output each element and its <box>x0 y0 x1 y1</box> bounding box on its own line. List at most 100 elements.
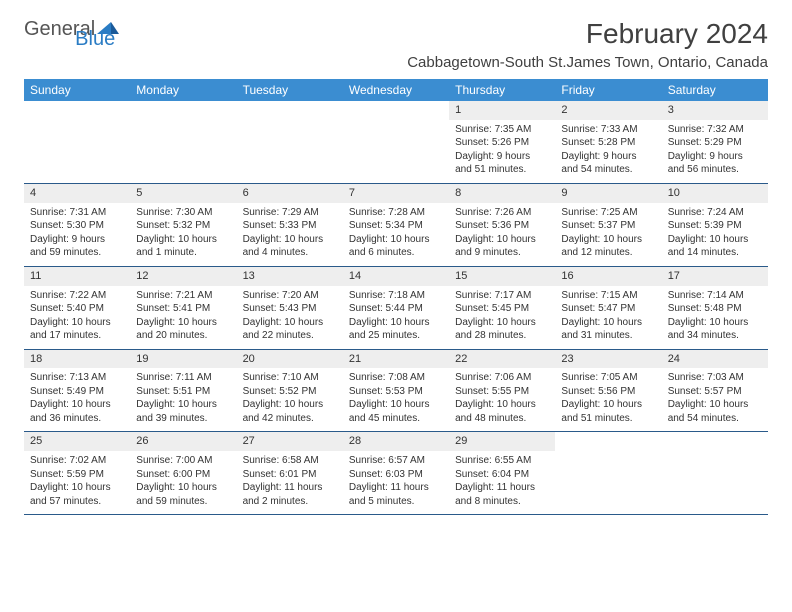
week-row: 1Sunrise: 7:35 AMSunset: 5:26 PMDaylight… <box>24 101 768 183</box>
day-content: Sunrise: 7:14 AMSunset: 5:48 PMDaylight:… <box>662 286 768 349</box>
sunrise-text: Sunrise: 7:13 AM <box>30 371 124 385</box>
daylight-text-2: and 12 minutes. <box>561 246 655 260</box>
day-cell: 29Sunrise: 6:55 AMSunset: 6:04 PMDayligh… <box>449 432 555 515</box>
day-number: 22 <box>449 350 555 369</box>
day-cell: 16Sunrise: 7:15 AMSunset: 5:47 PMDayligh… <box>555 266 661 349</box>
day-content: Sunrise: 7:20 AMSunset: 5:43 PMDaylight:… <box>237 286 343 349</box>
day-cell: 4Sunrise: 7:31 AMSunset: 5:30 PMDaylight… <box>24 183 130 266</box>
daylight-text-2: and 51 minutes. <box>561 412 655 426</box>
daylight-text-1: Daylight: 11 hours <box>243 481 337 495</box>
day-header-row: SundayMondayTuesdayWednesdayThursdayFrid… <box>24 79 768 101</box>
daylight-text-2: and 28 minutes. <box>455 329 549 343</box>
daylight-text-2: and 25 minutes. <box>349 329 443 343</box>
location: Cabbagetown-South St.James Town, Ontario… <box>24 54 768 71</box>
day-content: Sunrise: 7:33 AMSunset: 5:28 PMDaylight:… <box>555 120 661 183</box>
day-content: Sunrise: 6:57 AMSunset: 6:03 PMDaylight:… <box>343 451 449 514</box>
daylight-text-2: and 51 minutes. <box>455 163 549 177</box>
day-cell <box>237 101 343 183</box>
day-content: Sunrise: 7:06 AMSunset: 5:55 PMDaylight:… <box>449 368 555 431</box>
day-cell: 2Sunrise: 7:33 AMSunset: 5:28 PMDaylight… <box>555 101 661 183</box>
day-content: Sunrise: 7:10 AMSunset: 5:52 PMDaylight:… <box>237 368 343 431</box>
daylight-text-1: Daylight: 9 hours <box>455 150 549 164</box>
daylight-text-2: and 56 minutes. <box>668 163 762 177</box>
daylight-text-1: Daylight: 10 hours <box>136 233 230 247</box>
logo-text-blue: Blue <box>75 28 115 50</box>
day-number: 16 <box>555 267 661 286</box>
daylight-text-2: and 54 minutes. <box>668 412 762 426</box>
day-cell: 20Sunrise: 7:10 AMSunset: 5:52 PMDayligh… <box>237 349 343 432</box>
sunrise-text: Sunrise: 6:55 AM <box>455 454 549 468</box>
day-content: Sunrise: 7:26 AMSunset: 5:36 PMDaylight:… <box>449 203 555 266</box>
sunset-text: Sunset: 5:59 PM <box>30 468 124 482</box>
day-cell <box>130 101 236 183</box>
sunrise-text: Sunrise: 7:00 AM <box>136 454 230 468</box>
day-cell <box>555 432 661 515</box>
day-content: Sunrise: 7:00 AMSunset: 6:00 PMDaylight:… <box>130 451 236 514</box>
calendar-body: 1Sunrise: 7:35 AMSunset: 5:26 PMDaylight… <box>24 101 768 515</box>
sunset-text: Sunset: 6:04 PM <box>455 468 549 482</box>
daylight-text-1: Daylight: 10 hours <box>136 316 230 330</box>
sunset-text: Sunset: 6:03 PM <box>349 468 443 482</box>
sunrise-text: Sunrise: 7:32 AM <box>668 123 762 137</box>
day-cell: 12Sunrise: 7:21 AMSunset: 5:41 PMDayligh… <box>130 266 236 349</box>
day-content: Sunrise: 7:28 AMSunset: 5:34 PMDaylight:… <box>343 203 449 266</box>
daylight-text-1: Daylight: 10 hours <box>30 316 124 330</box>
day-content: Sunrise: 7:11 AMSunset: 5:51 PMDaylight:… <box>130 368 236 431</box>
sunrise-text: Sunrise: 7:10 AM <box>243 371 337 385</box>
page-title: February 2024 <box>586 18 768 50</box>
daylight-text-1: Daylight: 10 hours <box>136 481 230 495</box>
day-number: 9 <box>555 184 661 203</box>
day-content: Sunrise: 7:08 AMSunset: 5:53 PMDaylight:… <box>343 368 449 431</box>
day-number: 26 <box>130 432 236 451</box>
sunrise-text: Sunrise: 7:14 AM <box>668 289 762 303</box>
calendar-table: SundayMondayTuesdayWednesdayThursdayFrid… <box>24 79 768 515</box>
sunset-text: Sunset: 5:32 PM <box>136 219 230 233</box>
sunset-text: Sunset: 5:56 PM <box>561 385 655 399</box>
day-cell: 11Sunrise: 7:22 AMSunset: 5:40 PMDayligh… <box>24 266 130 349</box>
daylight-text-1: Daylight: 10 hours <box>349 233 443 247</box>
day-content: Sunrise: 7:13 AMSunset: 5:49 PMDaylight:… <box>24 368 130 431</box>
daylight-text-1: Daylight: 10 hours <box>30 481 124 495</box>
day-cell: 9Sunrise: 7:25 AMSunset: 5:37 PMDaylight… <box>555 183 661 266</box>
sunset-text: Sunset: 5:55 PM <box>455 385 549 399</box>
daylight-text-1: Daylight: 9 hours <box>561 150 655 164</box>
day-content: Sunrise: 7:02 AMSunset: 5:59 PMDaylight:… <box>24 451 130 514</box>
day-header-saturday: Saturday <box>662 79 768 101</box>
daylight-text-1: Daylight: 10 hours <box>455 398 549 412</box>
daylight-text-2: and 59 minutes. <box>30 246 124 260</box>
sunrise-text: Sunrise: 6:57 AM <box>349 454 443 468</box>
day-number: 29 <box>449 432 555 451</box>
daylight-text-2: and 36 minutes. <box>30 412 124 426</box>
day-number: 25 <box>24 432 130 451</box>
daylight-text-2: and 14 minutes. <box>668 246 762 260</box>
day-number: 14 <box>343 267 449 286</box>
daylight-text-2: and 48 minutes. <box>455 412 549 426</box>
daylight-text-2: and 5 minutes. <box>349 495 443 509</box>
sunset-text: Sunset: 5:39 PM <box>668 219 762 233</box>
day-number: 8 <box>449 184 555 203</box>
day-number: 15 <box>449 267 555 286</box>
day-cell: 1Sunrise: 7:35 AMSunset: 5:26 PMDaylight… <box>449 101 555 183</box>
sunset-text: Sunset: 5:45 PM <box>455 302 549 316</box>
week-row: 25Sunrise: 7:02 AMSunset: 5:59 PMDayligh… <box>24 432 768 515</box>
day-content: Sunrise: 7:21 AMSunset: 5:41 PMDaylight:… <box>130 286 236 349</box>
day-cell: 25Sunrise: 7:02 AMSunset: 5:59 PMDayligh… <box>24 432 130 515</box>
day-content: Sunrise: 7:25 AMSunset: 5:37 PMDaylight:… <box>555 203 661 266</box>
day-content: Sunrise: 7:22 AMSunset: 5:40 PMDaylight:… <box>24 286 130 349</box>
daylight-text-2: and 39 minutes. <box>136 412 230 426</box>
daylight-text-1: Daylight: 10 hours <box>561 233 655 247</box>
day-header-friday: Friday <box>555 79 661 101</box>
day-content: Sunrise: 7:24 AMSunset: 5:39 PMDaylight:… <box>662 203 768 266</box>
day-content: Sunrise: 7:32 AMSunset: 5:29 PMDaylight:… <box>662 120 768 183</box>
daylight-text-1: Daylight: 9 hours <box>668 150 762 164</box>
sunset-text: Sunset: 5:26 PM <box>455 136 549 150</box>
sunrise-text: Sunrise: 7:11 AM <box>136 371 230 385</box>
daylight-text-1: Daylight: 10 hours <box>561 398 655 412</box>
daylight-text-2: and 8 minutes. <box>455 495 549 509</box>
sunset-text: Sunset: 5:29 PM <box>668 136 762 150</box>
sunrise-text: Sunrise: 7:26 AM <box>455 206 549 220</box>
daylight-text-1: Daylight: 10 hours <box>349 398 443 412</box>
sunset-text: Sunset: 5:33 PM <box>243 219 337 233</box>
sunset-text: Sunset: 5:37 PM <box>561 219 655 233</box>
sunset-text: Sunset: 5:41 PM <box>136 302 230 316</box>
